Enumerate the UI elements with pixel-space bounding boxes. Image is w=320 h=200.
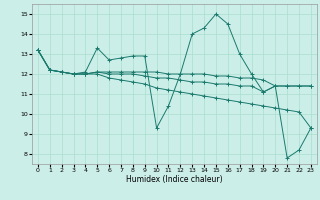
X-axis label: Humidex (Indice chaleur): Humidex (Indice chaleur) — [126, 175, 223, 184]
